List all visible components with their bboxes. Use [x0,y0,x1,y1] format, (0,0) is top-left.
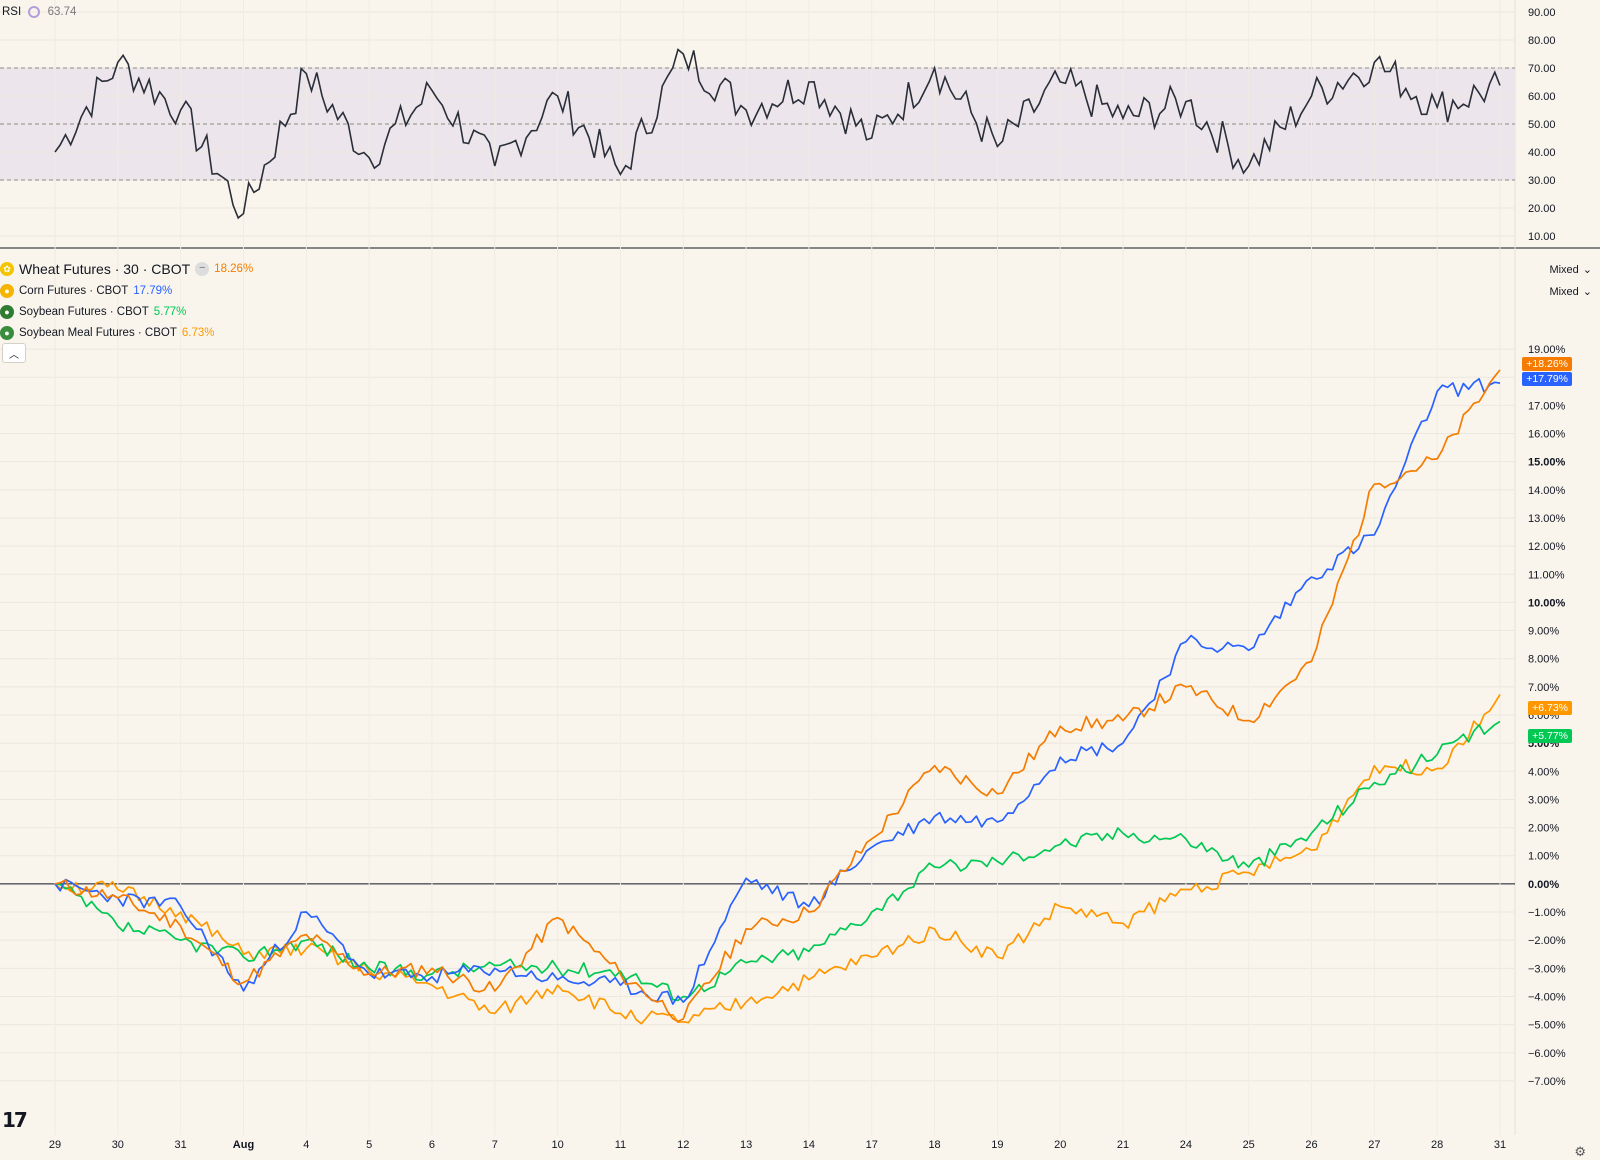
time-tick-label: 31 [175,1139,187,1151]
price-tick-label: −6.00% [1528,1048,1566,1060]
legend-main-series[interactable]: ✿ Wheat Futures · 30 · CBOT − 18.26% [0,259,253,279]
rsi-tick-label: 20.00 [1528,203,1556,215]
time-tick-label: 25 [1243,1139,1255,1151]
time-tick-label: 7 [492,1139,498,1151]
rsi-tick-label: 70.00 [1528,63,1556,75]
scale-mode-select-1[interactable]: Mixed ⌄ [1549,263,1592,276]
time-tick-label: 5 [366,1139,372,1151]
price-tick-label: 2.00% [1528,823,1559,835]
price-tick-label: −2.00% [1528,935,1566,947]
price-tick-label: 4.00% [1528,766,1559,778]
collapse-legend-button[interactable]: ︿ [2,343,26,363]
price-tick-label: −5.00% [1528,1020,1566,1032]
legend-corn-name: Corn Futures · CBOT [19,285,129,297]
price-tag-soybean-meal: +6.73% [1528,701,1572,715]
time-tick-label: 21 [1117,1139,1129,1151]
soybean-meal-icon: ● [0,326,14,340]
rsi-tick-label: 60.00 [1528,91,1556,103]
legend-main-pct: 18.26% [214,263,254,275]
scale-mode-select-2[interactable]: Mixed ⌄ [1549,285,1592,298]
price-tick-label: 16.00% [1528,429,1566,441]
time-tick-label: 11 [615,1139,626,1151]
price-tick-label: −7.00% [1528,1076,1566,1088]
soybean-meal-series-line [54,694,1501,1025]
legend-soybean-name: Soybean Futures · CBOT [19,306,149,318]
legend-corn[interactable]: ● Corn Futures · CBOT 17.79% [0,281,172,301]
settings-gear-icon[interactable]: ⚙ [1574,1144,1586,1159]
rsi-tick-label: 40.00 [1528,147,1556,159]
rsi-legend: RSI 63.74 [2,6,76,18]
time-tick-label: 4 [303,1139,309,1151]
time-tick-label: 12 [677,1139,689,1151]
legend-soybean-meal[interactable]: ● Soybean Meal Futures · CBOT 6.73% [0,323,214,343]
time-tick-label: 28 [1431,1139,1443,1151]
legend-main-name: Wheat Futures · 30 · CBOT [19,261,191,277]
rsi-tick-label: 10.00 [1528,231,1556,243]
time-tick-label: 14 [803,1139,815,1151]
price-tag-wheat: +18.26% [1522,357,1572,371]
time-tick-label: 13 [740,1139,752,1151]
corn-icon: ● [0,284,14,298]
price-tick-label: 10.00% [1528,597,1566,609]
time-tick-label: 17 [866,1139,878,1151]
price-tag-soybean: +5.77% [1528,729,1572,743]
time-tick-label: 24 [1180,1139,1192,1151]
corn-series-line [54,377,1501,1005]
price-tick-label: 17.00% [1528,400,1566,412]
tradingview-logo[interactable]: 𝟭𝟳 [2,1110,28,1132]
time-tick-label: 27 [1368,1139,1380,1151]
price-tick-label: 3.00% [1528,794,1559,806]
time-tick-label: 20 [1054,1139,1066,1151]
price-tick-label: −4.00% [1528,991,1566,1003]
time-tick-label: 6 [429,1139,435,1151]
rsi-tick-label: 30.00 [1528,175,1556,187]
wheat-series-line [54,369,1501,1023]
time-tick-label: 26 [1305,1139,1317,1151]
time-tick-label: 29 [49,1139,61,1151]
rsi-tick-label: 80.00 [1528,35,1556,47]
price-tag-corn: +17.79% [1522,372,1572,386]
time-tick-label: 19 [991,1139,1003,1151]
rsi-tick-label: 90.00 [1528,7,1556,19]
time-tick-label: Aug [233,1139,254,1151]
chevron-up-icon: ︿ [9,349,19,361]
price-tick-label: −3.00% [1528,963,1566,975]
price-tick-label: 19.00% [1528,344,1566,356]
price-tick-label: 13.00% [1528,513,1566,525]
rsi-tick-label: 50.00 [1528,119,1556,131]
price-tick-label: 11.00% [1528,569,1565,581]
time-tick-label: 30 [112,1139,124,1151]
legend-soybean-pct: 5.77% [153,306,187,318]
rsi-value: 63.74 [47,6,77,19]
price-tick-label: 8.00% [1528,654,1559,666]
price-tick-label: −1.00% [1528,907,1566,919]
time-tick-label: 10 [551,1139,563,1151]
scale-mode-label-2: Mixed [1549,285,1579,298]
wheat-icon: ✿ [0,262,14,276]
chevron-down-icon: ⌄ [1582,286,1592,298]
legend-soybean-meal-pct: 6.73% [181,327,215,339]
price-tick-label: 12.00% [1528,541,1566,553]
hide-toggle-icon[interactable]: − [195,262,210,276]
rsi-series-line [54,48,1501,220]
legend-soybean[interactable]: ● Soybean Futures · CBOT 5.77% [0,302,186,322]
time-tick-label: 18 [928,1139,940,1151]
time-tick-label: 31 [1494,1139,1506,1151]
legend-corn-pct: 17.79% [133,285,173,297]
price-tick-label: 7.00% [1528,682,1559,694]
legend-soybean-meal-name: Soybean Meal Futures · CBOT [19,327,177,339]
rsi-settings-icon[interactable] [28,6,41,18]
chevron-down-icon: ⌄ [1582,264,1592,276]
price-tick-label: 0.00% [1528,879,1559,891]
soybean-series-line [54,720,1501,1002]
price-tick-label: 9.00% [1528,626,1559,638]
scale-mode-label-1: Mixed [1549,263,1579,276]
soybean-icon: ● [0,305,14,319]
price-tick-label: 14.00% [1528,485,1566,497]
rsi-label: RSI [2,6,22,19]
price-tick-label: 15.00% [1528,457,1566,469]
price-tick-label: 1.00% [1528,851,1559,863]
